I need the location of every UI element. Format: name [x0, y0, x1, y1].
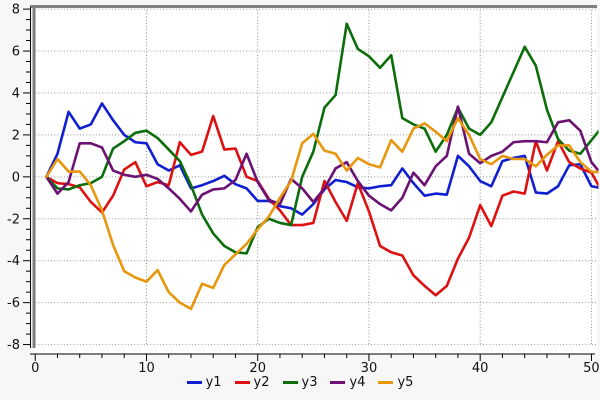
legend-item-y3: y3 — [282, 375, 318, 390]
y-tick-label: -6 — [7, 296, 20, 311]
legend-item-y5: y5 — [378, 375, 413, 390]
legend-swatch-y3 — [282, 381, 298, 384]
y-tick-label: 8 — [12, 3, 20, 18]
y-axis-ticks: -8 -6 -4 -2 0 2 4 6 8 — [7, 3, 30, 353]
y-tick-label: -4 — [7, 254, 20, 269]
legend-label-y2: y2 — [253, 375, 270, 390]
series-group — [45, 22, 599, 311]
legend-label-y5: y5 — [397, 375, 414, 390]
x-tick-label: 30 — [361, 361, 378, 376]
legend-swatch-y2 — [234, 381, 250, 384]
legend-label-y4: y4 — [349, 375, 366, 390]
legend-item-y1: y1 — [186, 375, 222, 390]
y-tick-label: 4 — [12, 86, 20, 101]
plot-area[interactable] — [33, 7, 597, 354]
y-tick-label: 0 — [12, 170, 20, 185]
legend-label-y1: y1 — [205, 375, 222, 390]
legend-label-y3: y3 — [301, 375, 318, 390]
chart-legend: y1 y2 y3 y4 y5 — [0, 375, 600, 390]
x-tick-label: 50 — [583, 361, 600, 376]
y-tick-label: -2 — [7, 212, 20, 227]
x-tick-label: 40 — [472, 361, 489, 376]
y-tick-label: -8 — [7, 338, 20, 353]
x-axis-ticks: 0 10 20 30 40 50 — [31, 354, 600, 376]
y-tick-label: 2 — [12, 128, 20, 143]
series-line-y3 — [45, 22, 599, 255]
legend-swatch-y1 — [186, 381, 202, 384]
legend-swatch-y4 — [330, 381, 346, 384]
y-tick-label: 6 — [12, 45, 20, 60]
x-tick-label: 20 — [249, 361, 266, 376]
legend-item-y2: y2 — [234, 375, 270, 390]
series-line-y5 — [45, 116, 599, 311]
legend-item-y4: y4 — [330, 375, 365, 390]
x-tick-label: 10 — [138, 361, 155, 376]
x-tick-label: 0 — [31, 361, 39, 376]
series-line-y2 — [45, 114, 599, 297]
series-line-y4 — [45, 105, 599, 213]
legend-swatch-y5 — [378, 381, 394, 384]
plot-frame — [30, 5, 597, 348]
